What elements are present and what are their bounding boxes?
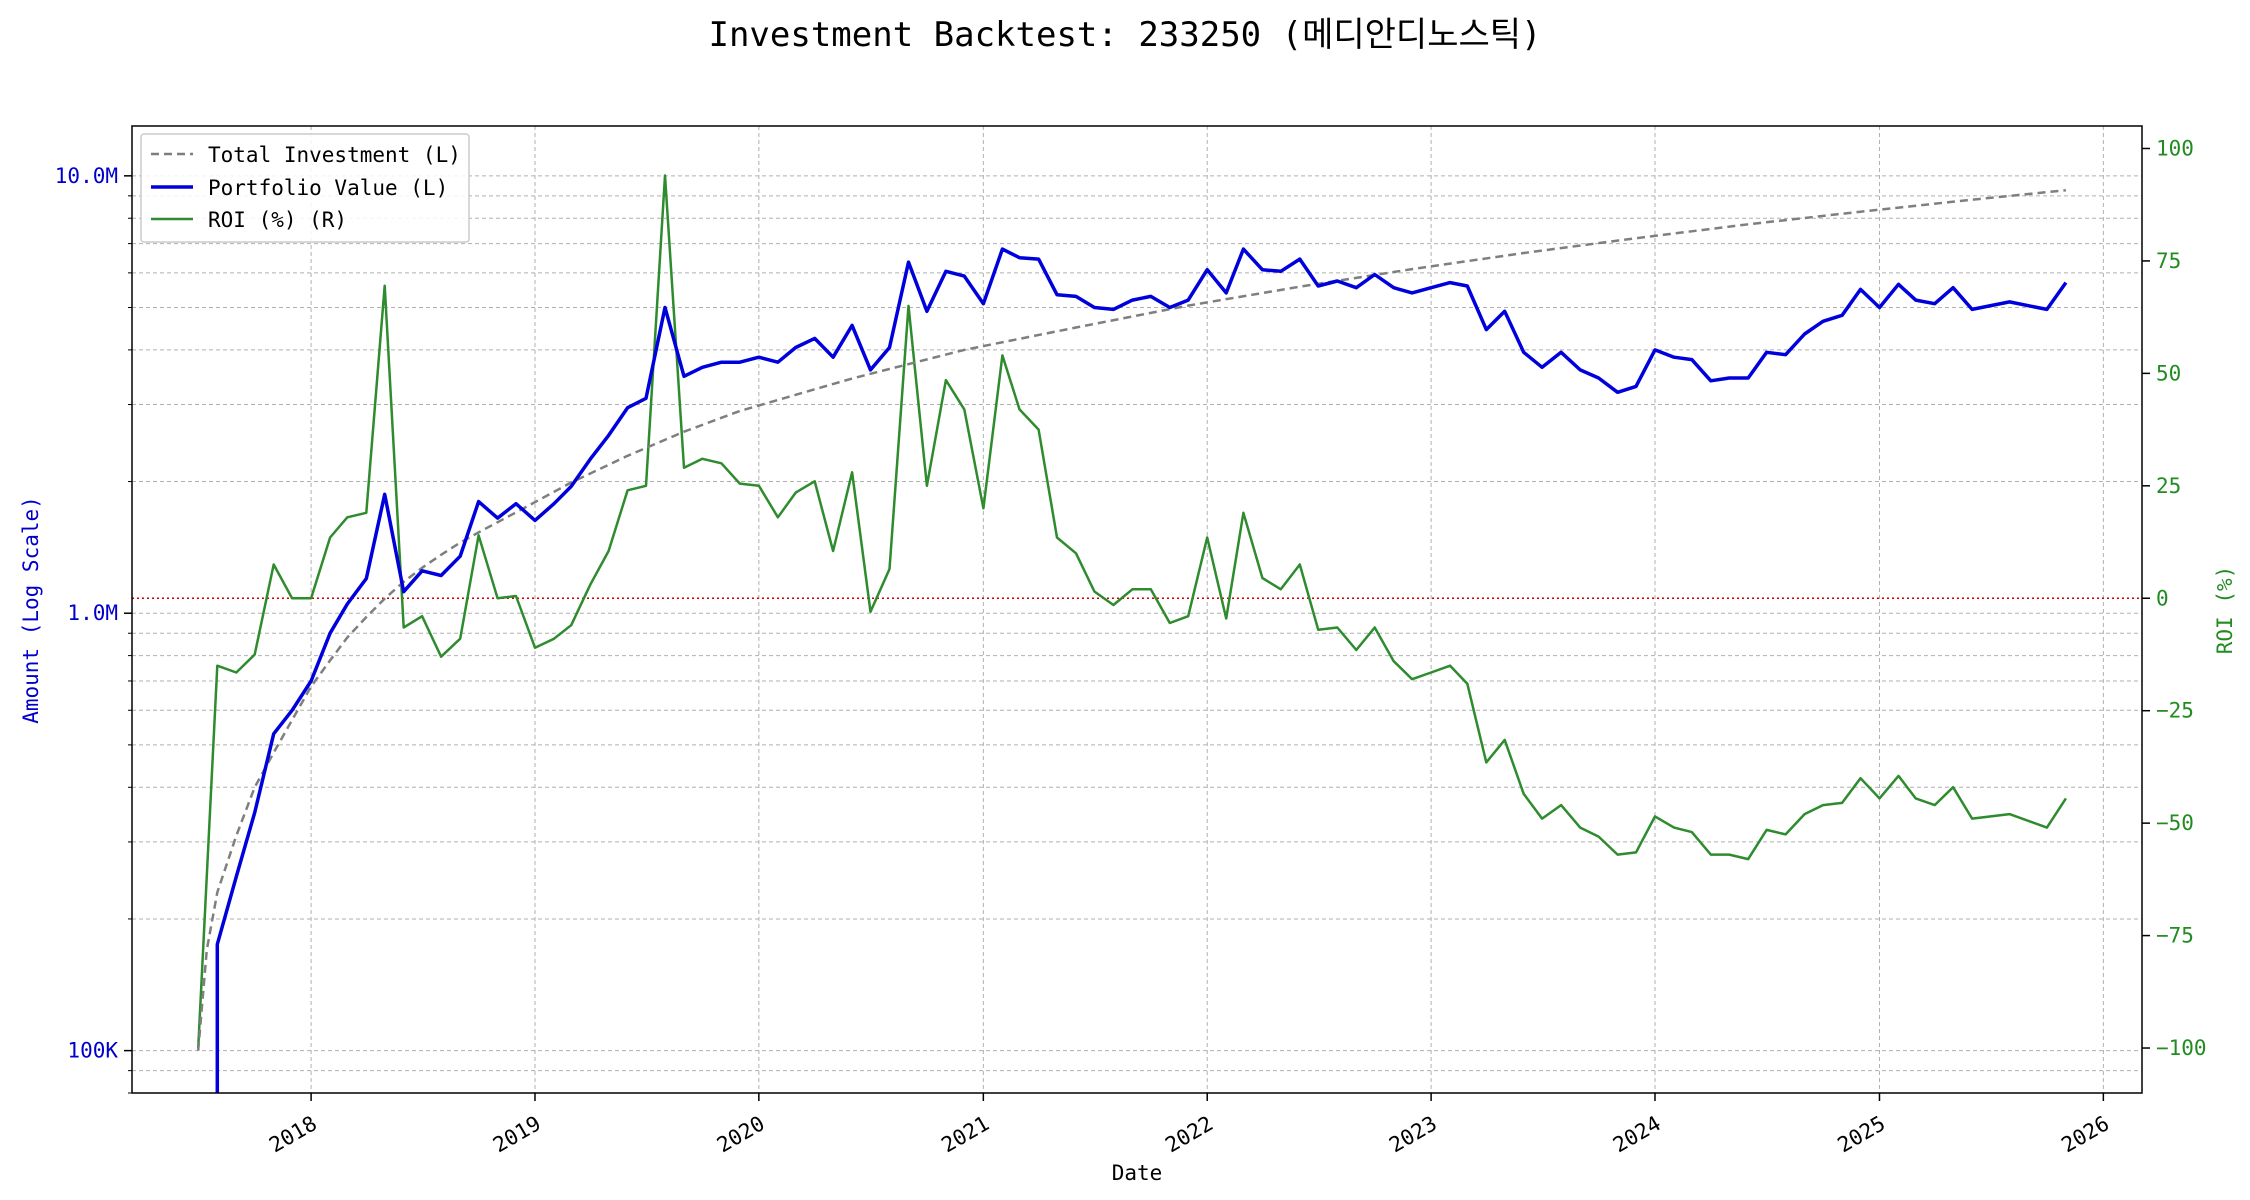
left-axis-ticks: 100K 1.0M 10.0M [55,164,132,1094]
x-tick-label: 2020 [713,1111,769,1157]
x-tick-label: 2021 [937,1111,993,1157]
right-axis-ticks: −100 −75 −50 −25 0 25 50 75 100 [2142,136,2207,1060]
x-tick-label: 2024 [1609,1111,1665,1157]
left-axis-label: Amount (Log Scale) [19,496,43,724]
x-tick-label: 2018 [265,1111,321,1157]
right-tick-label: 100 [2156,136,2194,160]
right-tick-label: 75 [2156,249,2181,273]
right-axis-label: ROI (%) [2213,566,2237,655]
legend-label-portfolio-value: Portfolio Value (L) [208,176,448,200]
legend-label-roi: ROI (%) (R) [208,208,347,232]
x-axis-label: Date [1112,1161,1163,1185]
plot-frame [131,125,2143,1094]
left-tick-label: 100K [67,1039,118,1063]
x-tick-label: 2019 [489,1111,545,1157]
right-tick-label: 50 [2156,361,2181,385]
legend-box [140,133,470,243]
left-tick-label: 1.0M [67,601,118,625]
x-axis-ticks: 2018 2019 2020 2021 2022 2023 2024 2025 2026 [265,1093,2113,1157]
chart-title: Investment Backtest: 233250 (메디안디노스틱) [708,15,1541,55]
right-tick-label: −25 [2156,699,2194,723]
total-investment-line [196,188,2067,1051]
right-tick-label: −75 [2156,924,2194,948]
right-tick-label: 0 [2156,586,2169,610]
right-tick-label: 25 [2156,474,2181,498]
legend: Total Investment (L) Portfolio Value (L)… [140,133,470,243]
x-tick-label: 2023 [1385,1111,1441,1157]
left-tick-label: 10.0M [55,164,118,188]
portfolio-value-line [215,247,2068,1093]
grid-lines [132,126,2142,1094]
x-tick-label: 2026 [2057,1111,2113,1157]
legend-label-total-investment: Total Investment (L) [208,143,461,167]
x-tick-label: 2025 [1834,1111,1890,1157]
right-tick-label: −100 [2156,1036,2207,1060]
roi-line [196,174,2067,1049]
series-group [196,174,2068,1093]
right-tick-label: −50 [2156,811,2194,835]
x-tick-label: 2022 [1161,1111,1217,1157]
